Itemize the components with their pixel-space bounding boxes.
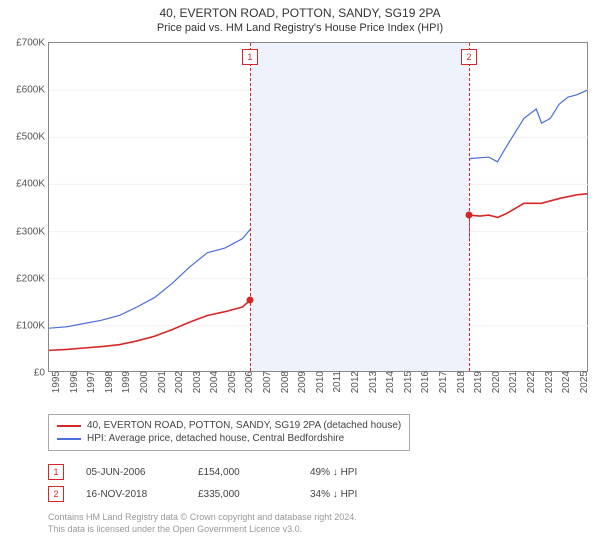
x-axis-tick-label: 2009 — [295, 371, 308, 393]
sale-price: £335,000 — [198, 489, 288, 500]
x-axis-tick-label: 2021 — [506, 371, 519, 393]
shaded-ownership-range — [250, 43, 469, 371]
legend-label: 40, EVERTON ROAD, POTTON, SANDY, SG19 2P… — [87, 420, 401, 431]
sale-dot-2 — [466, 212, 473, 219]
y-axis-tick-label: £400K — [16, 179, 49, 190]
y-axis-tick-label: £100K — [16, 320, 49, 331]
x-axis-tick-label: 2008 — [278, 371, 291, 393]
y-axis-tick-label: £200K — [16, 273, 49, 284]
x-axis-tick-label: 2023 — [542, 371, 555, 393]
plot-area: £0£100K£200K£300K£400K£500K£600K£700K199… — [48, 42, 588, 372]
legend: 40, EVERTON ROAD, POTTON, SANDY, SG19 2P… — [48, 414, 410, 451]
x-axis-tick-label: 2022 — [524, 371, 537, 393]
x-axis-tick-label: 2011 — [330, 371, 343, 393]
sale-row: 1 05-JUN-2006 £154,000 49% ↓ HPI — [48, 464, 400, 480]
legend-swatch — [57, 425, 81, 427]
attribution-line1: Contains HM Land Registry data © Crown c… — [48, 512, 357, 524]
sale-price: £154,000 — [198, 467, 288, 478]
sales-table: 1 05-JUN-2006 £154,000 49% ↓ HPI 2 16-NOV-201… — [48, 464, 400, 508]
x-axis-tick-label: 1998 — [102, 371, 115, 393]
attribution-line2: This data is licensed under the Open Gov… — [48, 524, 357, 536]
x-axis-tick-label: 2015 — [401, 371, 414, 393]
y-axis-tick-label: £700K — [16, 38, 49, 49]
x-axis-tick-label: 2004 — [207, 371, 220, 393]
x-axis-tick-label: 2012 — [348, 371, 361, 393]
x-axis-tick-label: 2019 — [471, 371, 484, 393]
x-axis-tick-label: 2013 — [366, 371, 379, 393]
x-axis-tick-label: 1999 — [119, 371, 132, 393]
y-axis-tick-label: £300K — [16, 226, 49, 237]
x-axis-tick-label: 2007 — [260, 371, 273, 393]
legend-label: HPI: Average price, detached house, Cent… — [87, 433, 344, 444]
sale-dot-1 — [246, 297, 253, 304]
sale-hpi-delta: 34% ↓ HPI — [310, 489, 400, 500]
sale-date: 16-NOV-2018 — [86, 489, 176, 500]
x-axis-tick-label: 2018 — [454, 371, 467, 393]
y-axis-tick-label: £500K — [16, 132, 49, 143]
x-axis-tick-label: 2020 — [489, 371, 502, 393]
x-axis-tick-label: 2010 — [313, 371, 326, 393]
sale-reference-line — [250, 43, 251, 371]
x-axis-tick-label: 2025 — [577, 371, 590, 393]
sale-date: 05-JUN-2006 — [86, 467, 176, 478]
sale-reference-line — [469, 43, 470, 371]
x-axis-tick-label: 2000 — [137, 371, 150, 393]
x-axis-tick-label: 2006 — [242, 371, 255, 393]
sale-index-box: 1 — [48, 464, 64, 480]
sale-row: 2 16-NOV-2018 £335,000 34% ↓ HPI — [48, 486, 400, 502]
sale-marker-2: 2 — [461, 49, 477, 65]
x-axis-tick-label: 1996 — [67, 371, 80, 393]
sale-marker-1: 1 — [242, 49, 258, 65]
x-axis-tick-label: 2016 — [418, 371, 431, 393]
y-axis-tick-label: £600K — [16, 85, 49, 96]
legend-row: HPI: Average price, detached house, Cent… — [57, 433, 401, 444]
sale-hpi-delta: 49% ↓ HPI — [310, 467, 400, 478]
legend-row: 40, EVERTON ROAD, POTTON, SANDY, SG19 2P… — [57, 420, 401, 431]
y-axis-tick-label: £0 — [34, 368, 49, 379]
x-axis-tick-label: 1995 — [49, 371, 62, 393]
x-axis-tick-label: 2024 — [559, 371, 572, 393]
sale-index-box: 2 — [48, 486, 64, 502]
x-axis-tick-label: 2002 — [172, 371, 185, 393]
x-axis-tick-label: 2005 — [225, 371, 238, 393]
x-axis-tick-label: 2017 — [436, 371, 449, 393]
x-axis-tick-label: 2001 — [155, 371, 168, 393]
chart-subtitle: Price paid vs. HM Land Registry's House … — [0, 20, 600, 38]
attribution: Contains HM Land Registry data © Crown c… — [48, 512, 357, 535]
chart-container: 40, EVERTON ROAD, POTTON, SANDY, SG19 2P… — [0, 0, 600, 560]
legend-swatch — [57, 438, 81, 440]
chart-title: 40, EVERTON ROAD, POTTON, SANDY, SG19 2P… — [0, 0, 600, 20]
x-axis-tick-label: 1997 — [84, 371, 97, 393]
x-axis-tick-label: 2003 — [190, 371, 203, 393]
x-axis-tick-label: 2014 — [383, 371, 396, 393]
